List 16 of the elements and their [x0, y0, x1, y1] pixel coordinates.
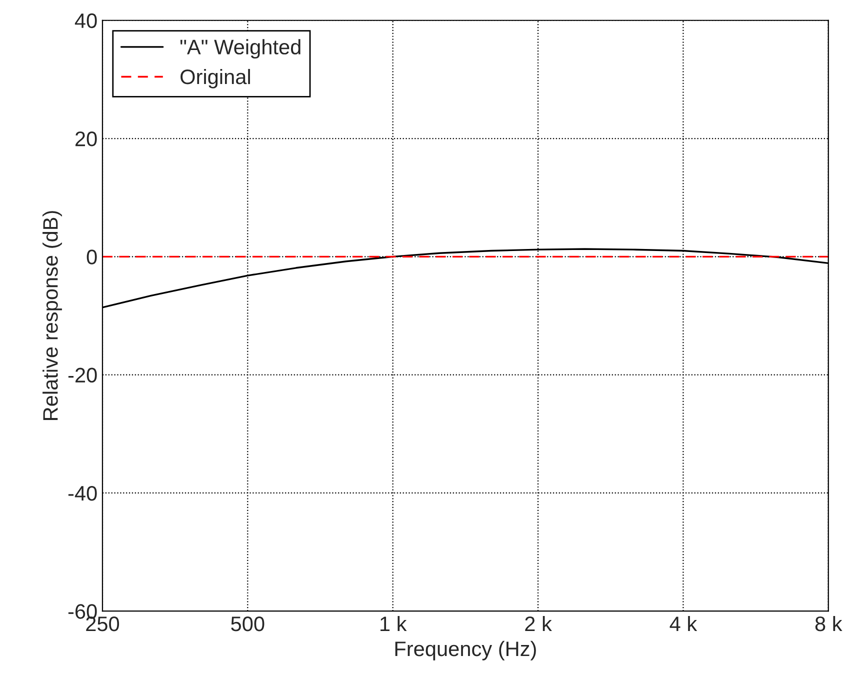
y-tick-label: -60	[68, 604, 97, 619]
x-tick-label: 1 k	[380, 616, 407, 632]
y-tick-label: -20	[68, 368, 97, 383]
x-tick-label: 4 k	[670, 616, 698, 632]
x-tick-label: 8 k	[815, 616, 842, 632]
y-tick-label: 0	[86, 250, 97, 264]
legend-label: Original	[180, 68, 250, 88]
x-tick-label: 250	[86, 616, 120, 632]
y-tick-label: 40	[74, 13, 97, 28]
y-tick-label: 20	[75, 132, 97, 146]
legend-label: "A" Weighted	[180, 39, 300, 59]
y-tick-label: -40	[68, 486, 97, 501]
x-tick-label: 2 k	[525, 616, 552, 632]
x-tick-label: 500	[231, 616, 264, 632]
y-axis-title: Relative response (dB)	[42, 211, 62, 420]
x-axis-title: Frequency (Hz)	[395, 640, 536, 660]
